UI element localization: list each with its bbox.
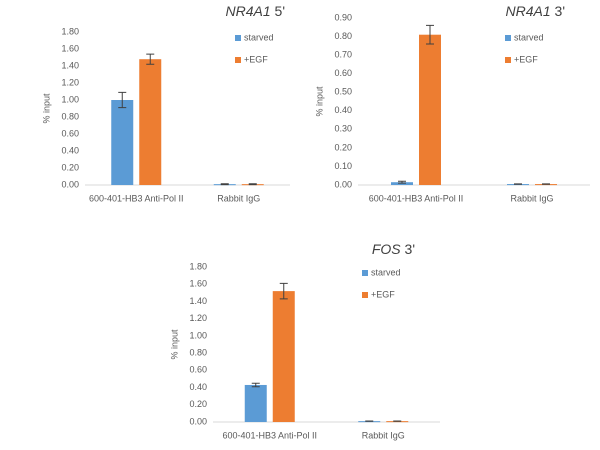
legend-label: +EGF — [371, 289, 395, 299]
y-tick-label: 1.20 — [189, 313, 207, 323]
y-tick-label: 1.00 — [189, 330, 207, 340]
bar — [139, 59, 162, 186]
y-tick-label: 0.60 — [61, 128, 79, 138]
legend-label: starved — [244, 32, 274, 42]
y-tick-label: 0.10 — [334, 161, 352, 171]
y-axis-label: % input — [169, 329, 179, 360]
y-tick-label: 0.90 — [334, 12, 352, 22]
y-tick-label: 0.80 — [61, 111, 79, 121]
y-tick-label: 1.60 — [61, 43, 79, 53]
error-bar — [146, 53, 155, 65]
chart-title: NR4A1 5' — [226, 3, 286, 19]
y-tick-label: 0.50 — [334, 87, 352, 97]
y-tick-label: 0.00 — [189, 416, 207, 426]
legend-swatch — [362, 270, 368, 276]
x-tick-label: Rabbit IgG — [217, 193, 260, 203]
y-axis-label: % input — [314, 86, 324, 117]
error-bar — [220, 183, 229, 186]
error-bar — [426, 24, 434, 45]
legend-swatch — [505, 57, 511, 63]
y-tick-label: 1.40 — [61, 60, 79, 70]
y-tick-label: 1.80 — [189, 261, 207, 271]
x-tick-label: 600-401-HB3 Anti-Pol II — [222, 430, 317, 440]
y-tick-label: 0.40 — [189, 382, 207, 392]
y-tick-label: 0.30 — [334, 124, 352, 134]
y-tick-label: 0.00 — [334, 179, 352, 189]
legend-swatch — [362, 292, 368, 298]
y-tick-label: 1.60 — [189, 279, 207, 289]
legend-label: +EGF — [514, 54, 538, 64]
y-tick-label: 0.20 — [334, 142, 352, 152]
error-bar — [398, 180, 406, 184]
y-tick-label: 0.60 — [334, 68, 352, 78]
y-tick-label: 1.20 — [61, 77, 79, 87]
y-tick-label: 1.00 — [61, 94, 79, 104]
legend-swatch — [235, 35, 241, 41]
chart-title: FOS 3' — [372, 241, 415, 257]
x-tick-label: 600-401-HB3 Anti-Pol II — [89, 193, 184, 203]
y-tick-label: 0.80 — [189, 347, 207, 357]
legend-label: +EGF — [244, 54, 268, 64]
y-tick-label: 0.80 — [334, 31, 352, 41]
y-tick-label: 0.60 — [189, 365, 207, 375]
y-tick-label: 1.80 — [61, 26, 79, 36]
error-bar — [251, 382, 260, 388]
legend-swatch — [505, 35, 511, 41]
legend-label: starved — [514, 32, 544, 42]
y-tick-label: 0.20 — [189, 399, 207, 409]
y-tick-label: 0.40 — [334, 105, 352, 115]
legend-swatch — [235, 57, 241, 63]
y-tick-label: 0.40 — [61, 145, 79, 155]
bar — [111, 100, 134, 185]
x-tick-label: Rabbit IgG — [362, 430, 405, 440]
chart-title: NR4A1 3' — [506, 3, 566, 19]
x-tick-label: Rabbit IgG — [510, 193, 553, 203]
y-tick-label: 0.70 — [334, 49, 352, 59]
y-tick-label: 1.40 — [189, 296, 207, 306]
bar — [419, 34, 441, 186]
y-axis-label: % input — [41, 93, 51, 124]
error-bar — [279, 282, 288, 300]
bar — [272, 291, 295, 422]
error-bar — [118, 91, 127, 109]
bar — [244, 384, 267, 422]
y-tick-label: 0.00 — [61, 179, 79, 189]
legend-label: starved — [371, 267, 401, 277]
x-tick-label: 600-401-HB3 Anti-Pol II — [369, 193, 464, 203]
error-bar — [248, 183, 257, 186]
y-tick-label: 0.20 — [61, 162, 79, 172]
